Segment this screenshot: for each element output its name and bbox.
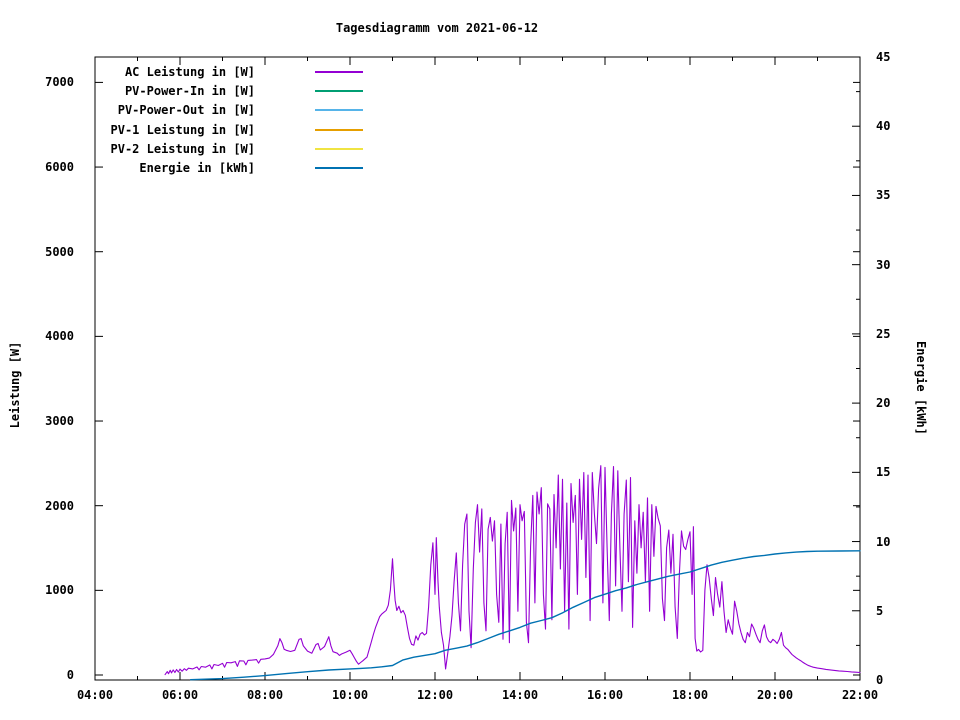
legend-row-3: PV-1 Leistung in [W] — [95, 120, 363, 139]
legend-label: PV-1 Leistung in [W] — [110, 122, 256, 137]
legend: AC Leistung in [W] PV-Power-In in [W] PV-P… — [95, 62, 363, 178]
chart-title: Tagesdiagramm vom 2021-06-12 — [335, 21, 539, 35]
legend-row-0: AC Leistung in [W] — [95, 62, 363, 81]
y-left-tick-label: 1000 — [45, 583, 74, 598]
x-tick-label: 10:00 — [331, 688, 369, 702]
legend-sample-line — [315, 167, 363, 170]
x-tick-label: 14:00 — [501, 688, 539, 702]
legend-label: AC Leistung in [W] — [124, 64, 255, 79]
y-right-tick-label: 30 — [876, 257, 891, 272]
legend-label: Energie in [kWh] — [139, 161, 255, 176]
legend-label: PV-Power-Out in [W] — [117, 103, 255, 118]
legend-row-5: Energie in [kWh] — [95, 158, 363, 177]
x-tick-label: 16:00 — [586, 688, 624, 702]
y-right-tick-label: 20 — [876, 396, 891, 411]
legend-sample-line — [315, 109, 363, 112]
legend-sample-line — [315, 128, 363, 131]
y-right-tick-label: 0 — [876, 673, 884, 687]
y-right-tick-label: 25 — [876, 326, 891, 341]
legend-row-2: PV-Power-Out in [W] — [95, 101, 363, 120]
legend-sample-line — [315, 89, 363, 92]
y-left-tick-label: 2000 — [45, 498, 74, 513]
x-tick-label: 22:00 — [841, 688, 879, 702]
x-tick-label: 04:00 — [76, 688, 114, 702]
legend-label: PV-2 Leistung in [W] — [110, 141, 256, 156]
y-left-tick-label: 7000 — [45, 75, 74, 90]
x-tick-label: 08:00 — [246, 688, 284, 702]
legend-row-1: PV-Power-In in [W] — [95, 81, 363, 100]
y-left-tick-label: 5000 — [45, 244, 74, 259]
x-tick-label: 12:00 — [416, 688, 454, 702]
x-tick-label: 20:00 — [756, 688, 794, 702]
series-energie-in-kwh — [189, 550, 861, 681]
y-left-tick-label: 0 — [66, 668, 74, 682]
y-right-axis-label: Energie [kWh] — [914, 341, 928, 435]
legend-sample-line — [315, 147, 363, 150]
y-right-tick-label: 5 — [876, 603, 884, 618]
y-right-tick-label: 10 — [876, 534, 891, 549]
legend-sample-line — [315, 70, 363, 73]
y-right-tick-label: 15 — [876, 465, 891, 480]
y-left-tick-label: 4000 — [45, 329, 74, 344]
y-left-tick-label: 6000 — [45, 160, 74, 175]
y-right-tick-label: 35 — [876, 188, 891, 203]
series-ac-leistung-in-w — [164, 465, 861, 676]
legend-label: PV-Power-In in [W] — [124, 83, 255, 98]
x-tick-label: 06:00 — [161, 688, 199, 702]
y-right-tick-label: 40 — [876, 119, 891, 134]
y-left-axis-label: Leistung [W] — [8, 341, 22, 429]
y-right-tick-label: 45 — [876, 50, 891, 64]
y-left-tick-label: 3000 — [45, 414, 74, 429]
legend-row-4: PV-2 Leistung in [W] — [95, 139, 363, 158]
x-tick-label: 18:00 — [671, 688, 709, 702]
